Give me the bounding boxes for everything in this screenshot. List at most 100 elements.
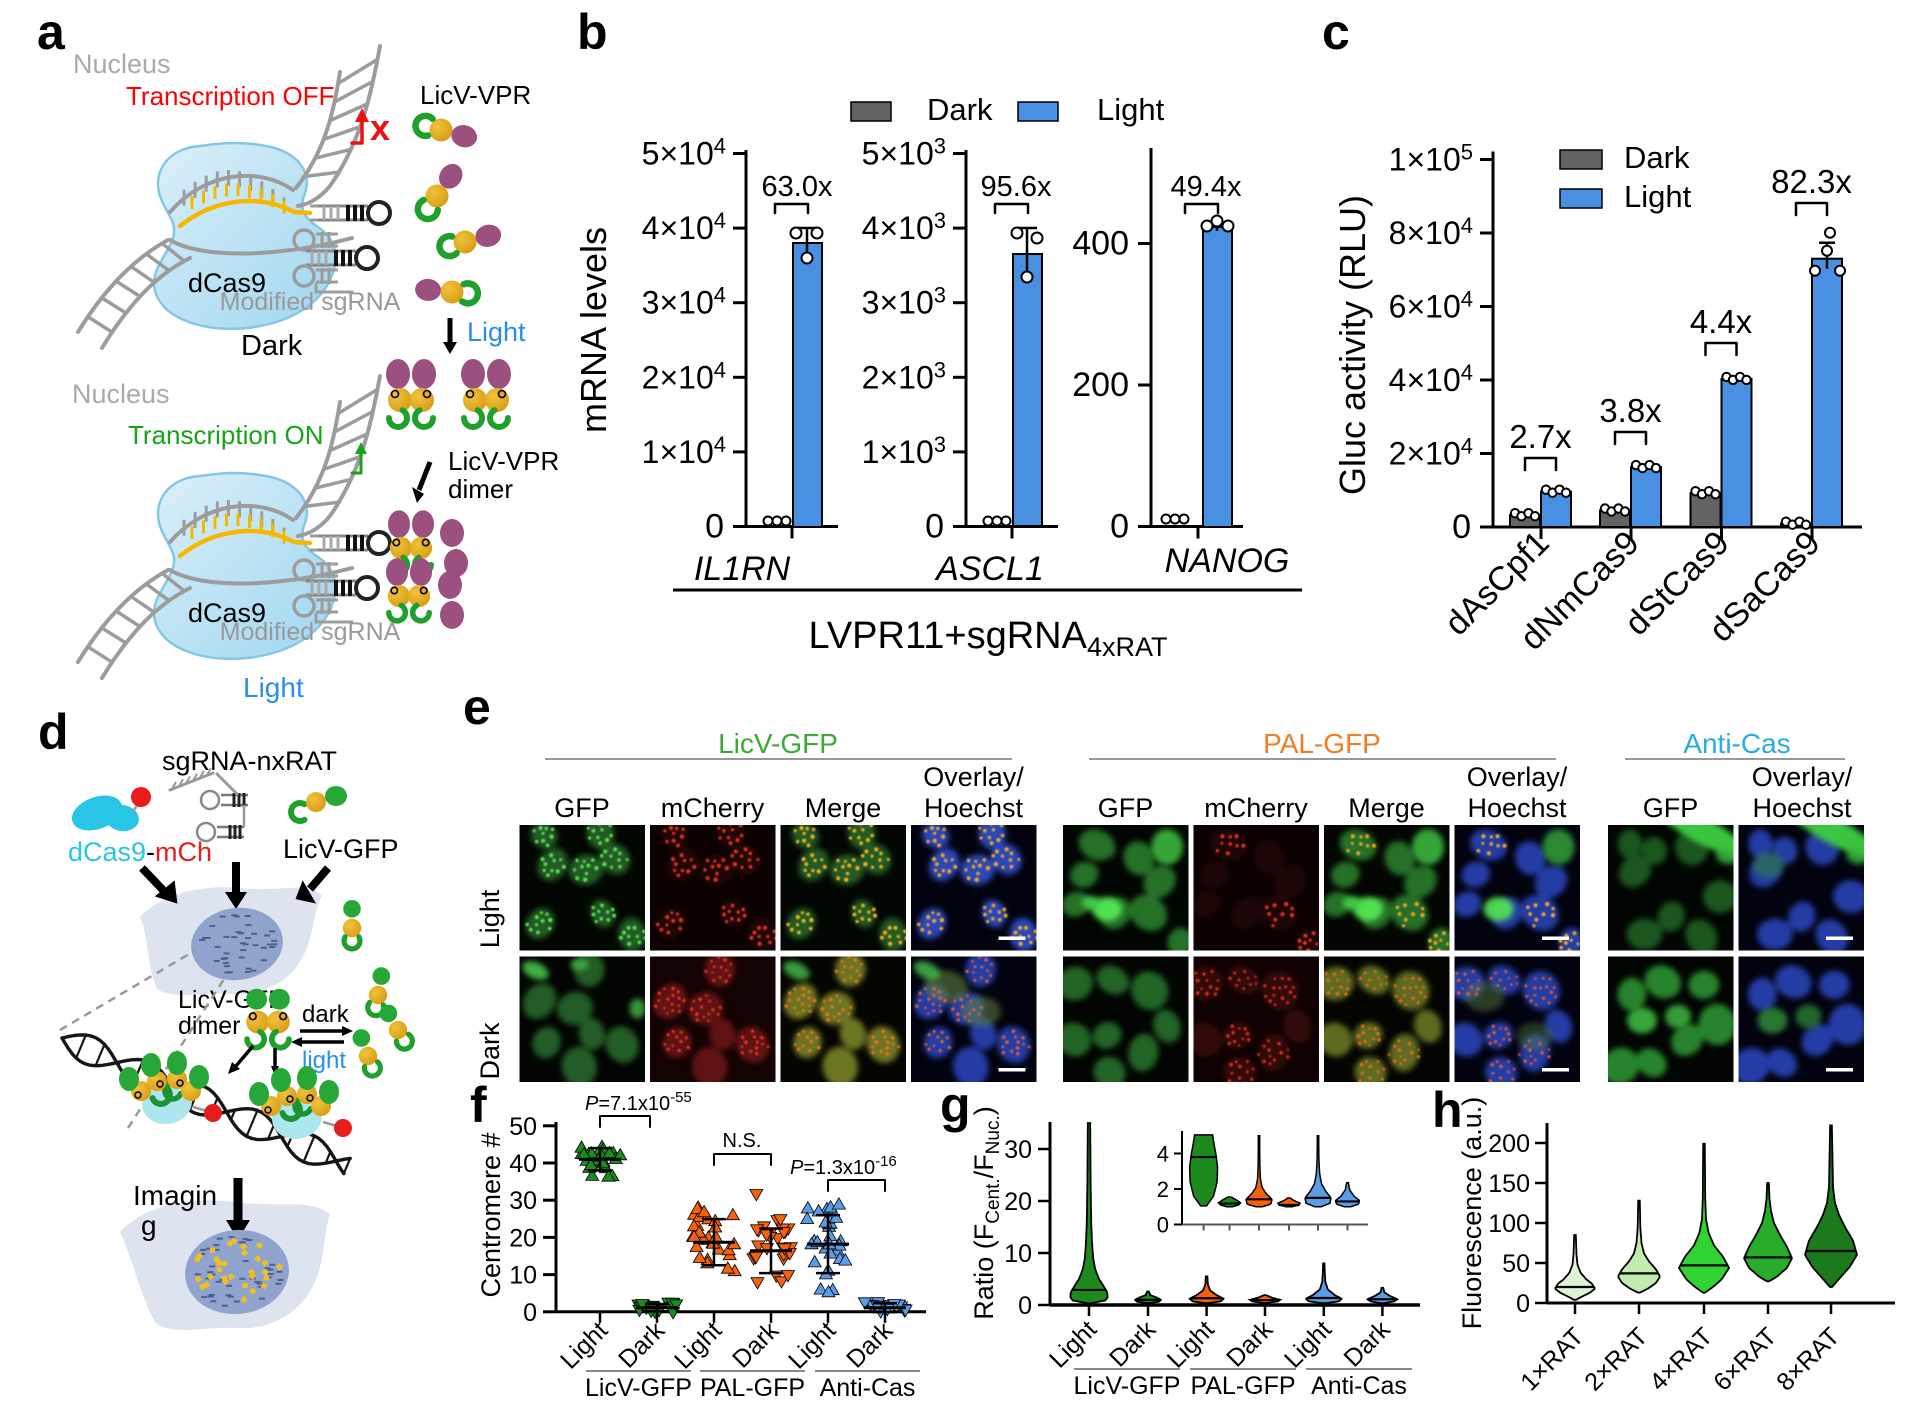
- svg-text:sgRNA-nxRAT: sgRNA-nxRAT: [162, 746, 337, 776]
- svg-text:0: 0: [1516, 1290, 1530, 1318]
- svg-text:x: x: [370, 107, 390, 148]
- svg-text:40: 40: [509, 1150, 537, 1178]
- svg-text:a: a: [37, 4, 66, 60]
- svg-text:IL1RN: IL1RN: [694, 550, 791, 588]
- svg-text:d: d: [38, 704, 69, 760]
- svg-text:e: e: [463, 679, 491, 735]
- svg-text:LicV-GFP: LicV-GFP: [1074, 1372, 1181, 1400]
- svg-text:f: f: [470, 1077, 487, 1133]
- svg-text:100: 100: [1488, 1210, 1530, 1238]
- svg-text:Light: Light: [475, 889, 505, 948]
- svg-text:LicV-VPR: LicV-VPR: [448, 446, 559, 476]
- svg-text:95.6x: 95.6x: [981, 171, 1052, 203]
- svg-text:5×103: 5×103: [862, 134, 946, 172]
- svg-text:10: 10: [509, 1262, 537, 1290]
- svg-text:30: 30: [1004, 1136, 1032, 1164]
- svg-text:Modified sgRNA: Modified sgRNA: [220, 618, 401, 646]
- svg-text:0: 0: [1452, 508, 1471, 546]
- svg-text:4.4x: 4.4x: [1690, 303, 1753, 340]
- svg-text:PAL-GFP: PAL-GFP: [1190, 1372, 1295, 1400]
- svg-text:mCherry: mCherry: [661, 793, 765, 823]
- svg-text:0: 0: [523, 1299, 537, 1327]
- svg-text:GFP: GFP: [554, 793, 610, 823]
- svg-text:Overlay/: Overlay/: [1467, 762, 1568, 792]
- svg-text:3×103: 3×103: [862, 283, 946, 321]
- svg-text:mRNA levels: mRNA levels: [573, 227, 614, 433]
- svg-text:5×104: 5×104: [642, 134, 726, 172]
- svg-text:LicV-GFP: LicV-GFP: [178, 986, 285, 1014]
- svg-text:GFP: GFP: [1098, 793, 1154, 823]
- svg-text:30: 30: [509, 1187, 537, 1215]
- svg-text:Light: Light: [243, 672, 304, 703]
- svg-text:20: 20: [509, 1224, 537, 1252]
- svg-text:6×104: 6×104: [1389, 287, 1473, 325]
- svg-text:LicV-VPR: LicV-VPR: [420, 80, 531, 110]
- svg-text:49.4x: 49.4x: [1171, 171, 1242, 203]
- svg-text:Dark: Dark: [927, 92, 993, 127]
- svg-text:4: 4: [1157, 1142, 1169, 1167]
- svg-text:Modified sgRNA: Modified sgRNA: [220, 288, 401, 316]
- svg-text:4×104: 4×104: [1389, 360, 1473, 398]
- svg-text:g: g: [940, 1077, 971, 1133]
- svg-text:20: 20: [1004, 1188, 1032, 1216]
- svg-text:dCas9: dCas9: [188, 268, 266, 298]
- svg-text:3.8x: 3.8x: [1599, 392, 1662, 429]
- svg-text:Overlay/: Overlay/: [923, 762, 1024, 792]
- svg-text:LicV-GFP: LicV-GFP: [585, 1374, 692, 1402]
- svg-text:82.3x: 82.3x: [1771, 163, 1852, 200]
- svg-text:2×104: 2×104: [1389, 434, 1473, 472]
- svg-text:Imagin: Imagin: [133, 1180, 217, 1211]
- svg-text:Transcription OFF: Transcription OFF: [126, 81, 335, 111]
- svg-text:LicV-GFP: LicV-GFP: [718, 728, 838, 759]
- svg-text:10: 10: [1004, 1240, 1032, 1268]
- svg-text:50: 50: [509, 1113, 537, 1141]
- svg-text:2×104: 2×104: [642, 357, 726, 395]
- svg-text:Nucleus: Nucleus: [72, 379, 170, 409]
- svg-text:Fluorescence (a.u.): Fluorescence (a.u.): [1457, 1097, 1487, 1330]
- svg-text:Transcription ON: Transcription ON: [128, 420, 324, 450]
- svg-text:Gluc activity (RLU): Gluc activity (RLU): [1332, 195, 1373, 495]
- svg-text:400: 400: [1072, 225, 1129, 263]
- svg-text:0: 0: [705, 508, 724, 546]
- svg-text:Anti-Cas: Anti-Cas: [1683, 728, 1790, 759]
- svg-text:c: c: [1322, 4, 1350, 60]
- svg-text:4×103: 4×103: [862, 208, 946, 246]
- svg-text:Light: Light: [467, 317, 526, 347]
- svg-text:Anti-Cas: Anti-Cas: [820, 1374, 916, 1402]
- svg-text:0: 0: [1157, 1213, 1169, 1238]
- svg-text:LicV-GFP: LicV-GFP: [283, 834, 399, 864]
- svg-text:Hoechst: Hoechst: [1752, 793, 1852, 823]
- svg-text:0: 0: [925, 508, 944, 546]
- svg-text:Dark: Dark: [1624, 140, 1690, 175]
- svg-text:50: 50: [1502, 1250, 1530, 1278]
- svg-text:Centromere #: Centromere #: [476, 1132, 506, 1297]
- svg-text:Dark: Dark: [241, 330, 303, 362]
- svg-text:1×105: 1×105: [1389, 140, 1473, 178]
- svg-text:63.0x: 63.0x: [762, 171, 833, 203]
- svg-text:2: 2: [1157, 1177, 1169, 1202]
- svg-text:dimer: dimer: [448, 474, 513, 504]
- svg-text:b: b: [577, 4, 608, 60]
- svg-text:dark: dark: [302, 1001, 350, 1028]
- svg-text:Nucleus: Nucleus: [73, 49, 171, 79]
- svg-text:200: 200: [1488, 1130, 1530, 1158]
- svg-text:NANOG: NANOG: [1165, 542, 1290, 580]
- svg-text:0: 0: [1110, 508, 1129, 546]
- svg-text:4×104: 4×104: [642, 208, 726, 246]
- svg-text:Light: Light: [1624, 179, 1692, 214]
- svg-text:Merge: Merge: [805, 793, 882, 823]
- svg-text:2×103: 2×103: [862, 357, 946, 395]
- svg-text:Dark: Dark: [475, 1022, 505, 1080]
- svg-text:1×103: 1×103: [862, 432, 946, 470]
- svg-text:GFP: GFP: [1643, 793, 1699, 823]
- svg-text:h: h: [1432, 1082, 1463, 1138]
- svg-text:g: g: [141, 1210, 157, 1241]
- svg-text:0: 0: [1018, 1292, 1032, 1320]
- svg-text:ASCL1: ASCL1: [934, 550, 1044, 588]
- svg-text:mCherry: mCherry: [1204, 793, 1308, 823]
- svg-text:Hoechst: Hoechst: [1467, 793, 1567, 823]
- svg-text:dCas9: dCas9: [188, 598, 266, 628]
- svg-text:Overlay/: Overlay/: [1752, 762, 1853, 792]
- svg-text:PAL-GFP: PAL-GFP: [1263, 728, 1381, 759]
- svg-text:150: 150: [1488, 1170, 1530, 1198]
